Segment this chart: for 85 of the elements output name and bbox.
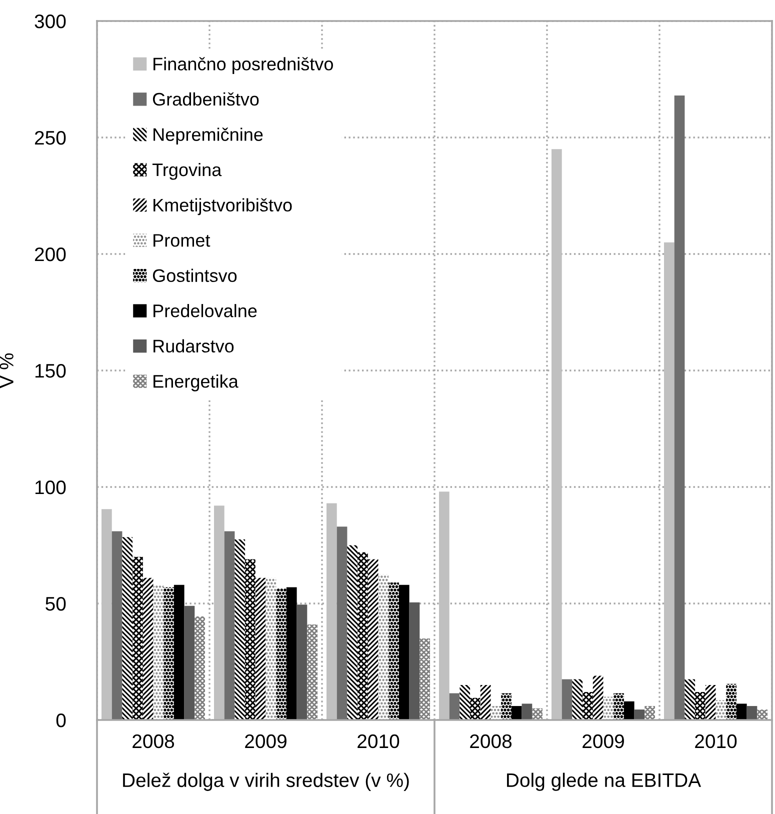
bar [674,96,685,720]
bar [378,574,389,720]
bar [276,588,286,720]
bar [398,584,410,720]
bar [532,708,542,720]
bar [716,700,726,720]
bar [501,693,512,720]
bar [388,582,399,720]
bar [695,692,706,720]
y-tick-label: 250 [34,130,66,145]
bar [552,149,562,720]
bar [439,492,450,720]
legend-label: Energetika [154,374,238,392]
bar [746,706,758,720]
bar [726,684,736,720]
y-tick-label: 150 [35,364,66,378]
bar [255,578,266,720]
bar [245,559,256,720]
bar [266,578,276,720]
x-tick-label: 2008 [470,734,512,748]
bar [164,587,174,720]
bar [153,584,164,720]
bar [582,692,593,720]
text: Delež dolga v virih sredstev (v %) [123,772,409,791]
bar [122,537,133,720]
bar [614,693,624,720]
legend-label: Kmetijstvoribištvo [154,198,292,216]
bar [511,706,522,720]
legend-label: Promet [154,234,210,247]
bar [286,587,297,720]
x-tick-label: 2008 [132,734,174,748]
bar [592,676,604,720]
bar [102,509,112,720]
y-tick-label: 100 [35,480,66,494]
bar [132,556,143,720]
y-tick-label: 300 [34,14,66,28]
legend-label: Finančno posredništvo [154,57,333,74]
legend-label: Rudarstvo [154,339,234,353]
bar [705,685,716,720]
bar [214,506,224,720]
bar [736,704,747,720]
bar [174,584,184,720]
bar [358,552,368,720]
bar [409,602,420,720]
bar [490,706,502,720]
bar [470,698,480,720]
bar [624,701,634,720]
bar [562,679,572,720]
bar [347,545,358,720]
bar [184,606,195,720]
bar [234,539,246,720]
x-tick-label: 2010 [358,734,400,748]
bar [644,706,655,720]
bar [224,531,235,720]
x-tick-label: 2009 [245,734,286,748]
x-tick-label: 2010 [695,734,737,748]
legend-label: Predelovalne [154,304,257,318]
bar [449,693,460,720]
y-tick-label: 0 [56,713,66,728]
bar [296,604,308,720]
bar [480,685,491,720]
bar [572,679,583,720]
y-tick-label: 50 [46,596,66,611]
legend-label: Nepremičnine [154,128,263,145]
bar [307,624,318,720]
legend-label: Gostintsvo [152,268,237,282]
y-tick-label: 200 [34,247,66,262]
bar [368,559,378,720]
bar [460,685,470,720]
bar [664,242,674,720]
bar [142,578,154,720]
bar [684,679,696,720]
bar [603,696,614,720]
bar [112,531,122,720]
bar [326,503,337,720]
legend-label: Trgovina [152,162,222,180]
y-axis-title: V % [0,353,14,388]
legend-label: Gradbeništvo [152,92,259,106]
bar [336,526,348,720]
bar [522,704,532,720]
bar [194,616,205,720]
x-tick-label: 2009 [582,734,624,748]
bar [757,710,768,720]
bar [420,638,430,720]
text: Dolg glede na EBITDA [507,772,702,791]
